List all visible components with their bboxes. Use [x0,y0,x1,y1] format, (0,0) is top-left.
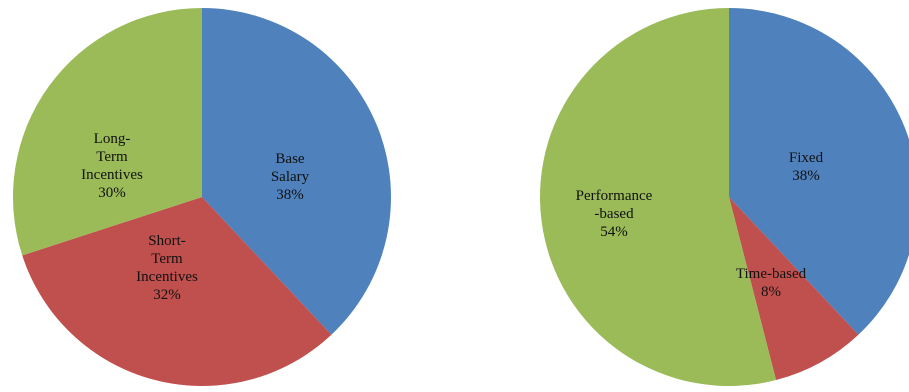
slice-label-line: 32% [153,287,181,303]
slice-label-line: -based [594,206,634,222]
slice-label: Performance -based 54% [576,188,653,240]
pie-slice [729,197,859,381]
slice-label-line: Incentives [136,269,198,285]
pie-slice [202,8,392,335]
slice-label-line: Performance [576,188,653,204]
slice-label-line: 38% [276,187,304,203]
slice-label-line: Term [96,149,128,165]
slice-label-line: Salary [271,169,310,185]
slice-label-line: Base [275,151,305,167]
slice-label-line: 8% [761,284,781,300]
slice-label-line: Incentives [81,167,143,183]
pie-slice [12,8,203,256]
slice-label-line: Short- [148,233,186,249]
pie-slice [540,8,777,386]
slice-label: Time-based 8% [736,266,807,300]
slice-label: Base Salary 38% [271,151,310,203]
slice-label: Short- Term Incentives 32% [136,233,198,303]
slice-label-line: Term [151,251,183,267]
slice-label-line: 38% [792,168,820,184]
slice-label-line: Long- [94,131,131,147]
slice-label-line: 30% [98,185,126,201]
slice-label: Long- Term Incentives 30% [81,131,143,201]
pie-slice [22,197,332,386]
slice-label-line: Time-based [736,266,807,282]
pie-chart-compensation-mix: Base Salary 38% Short- Term Incentives 32% Long… [12,8,392,386]
slice-label-line: 54% [600,224,628,240]
slice-label-line: Fixed [789,150,824,166]
pie-slice [729,8,909,335]
slice-label: Fixed 38% [789,150,824,184]
pie-chart-pay-type: Fixed 38% Time-based 8% Performance -based 54% [540,8,909,386]
